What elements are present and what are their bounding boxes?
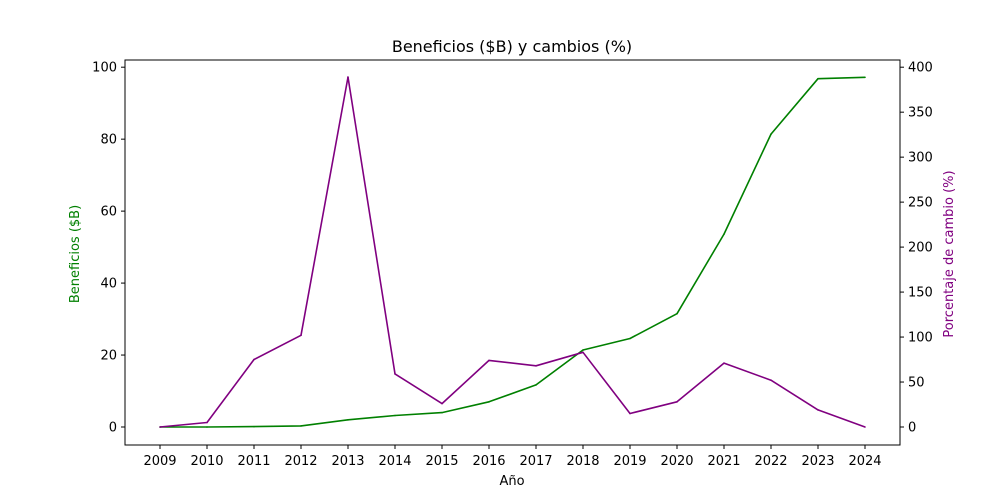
data-point-profits bbox=[347, 419, 349, 421]
series-line-profits bbox=[160, 76, 866, 428]
right-tick-label: 0 bbox=[908, 421, 916, 436]
x-tick-label: 2019 bbox=[613, 454, 646, 469]
data-point-profits bbox=[253, 425, 255, 428]
x-tick-label: 2009 bbox=[143, 454, 176, 469]
left-tick-label: 40 bbox=[100, 277, 117, 292]
x-tick-label: 2021 bbox=[707, 454, 740, 469]
x-tick-label: 2012 bbox=[284, 454, 317, 469]
data-point-percent-change bbox=[253, 358, 255, 361]
data-point-percent-change bbox=[300, 334, 302, 337]
data-point-profits bbox=[770, 133, 772, 135]
right-tick-label: 400 bbox=[908, 61, 933, 76]
left-tick-label: 0 bbox=[109, 421, 117, 436]
x-tick-label: 2023 bbox=[801, 454, 834, 469]
data-point-percent-change bbox=[441, 402, 443, 405]
x-tick-label: 2015 bbox=[425, 454, 458, 469]
x-tick-label: 2022 bbox=[754, 454, 787, 469]
right-tick-label: 300 bbox=[908, 151, 933, 166]
right-tick-label: 350 bbox=[908, 106, 933, 121]
x-tick-label: 2013 bbox=[331, 454, 364, 469]
right-tick-label: 250 bbox=[908, 196, 933, 211]
data-point-percent-change bbox=[676, 401, 678, 403]
x-tick-label: 2017 bbox=[519, 454, 552, 469]
left-tick-label: 100 bbox=[92, 61, 117, 76]
x-axis-label: Año bbox=[499, 474, 524, 489]
series-layer bbox=[159, 76, 866, 428]
x-tick-label: 2024 bbox=[848, 454, 881, 469]
axes-layer: 2009 2010 2011 2012 2013 2014 2015 2016 2017 2018… bbox=[92, 61, 933, 469]
data-point-percent-change bbox=[723, 362, 725, 364]
data-point-percent-change bbox=[864, 426, 866, 428]
right-tick-label: 100 bbox=[908, 331, 933, 346]
right-tick-label: 150 bbox=[908, 286, 933, 301]
data-point-percent-change bbox=[817, 409, 819, 411]
chart-title: Beneficios ($B) y cambios (%) bbox=[392, 37, 632, 56]
data-point-profits bbox=[723, 233, 725, 235]
data-point-profits bbox=[394, 414, 396, 417]
data-point-percent-change bbox=[535, 365, 537, 367]
right-tick-label: 50 bbox=[908, 376, 925, 391]
data-point-percent-change bbox=[159, 426, 161, 428]
data-point-percent-change bbox=[347, 76, 349, 78]
right-axis-label: Porcentaje de cambio (%) bbox=[942, 170, 957, 337]
data-point-percent-change bbox=[629, 412, 631, 415]
series-line-percent-change bbox=[159, 76, 866, 428]
data-point-profits bbox=[206, 426, 208, 428]
plot-frame bbox=[124, 59, 901, 446]
data-point-percent-change bbox=[582, 351, 584, 354]
x-tick-label: 2014 bbox=[378, 454, 411, 469]
data-point-profits bbox=[817, 77, 819, 80]
left-tick-label: 60 bbox=[100, 205, 117, 220]
data-point-profits bbox=[300, 425, 302, 427]
right-tick-label: 200 bbox=[908, 241, 933, 256]
data-point-profits bbox=[629, 337, 631, 340]
x-tick-label: 2020 bbox=[660, 454, 693, 469]
x-tick-label: 2010 bbox=[190, 454, 223, 469]
data-point-profits bbox=[676, 312, 678, 315]
data-point-profits bbox=[535, 384, 537, 386]
data-point-percent-change bbox=[394, 373, 396, 375]
data-point-percent-change bbox=[770, 379, 772, 382]
left-tick-label: 20 bbox=[100, 349, 117, 364]
left-tick-label: 80 bbox=[100, 133, 117, 148]
x-tick-label: 2011 bbox=[237, 454, 270, 469]
data-point-profits bbox=[582, 349, 584, 351]
x-tick-label: 2016 bbox=[472, 454, 505, 469]
data-point-profits bbox=[441, 411, 443, 414]
data-point-profits bbox=[488, 401, 490, 403]
data-point-percent-change bbox=[488, 359, 490, 362]
data-point-profits bbox=[864, 76, 866, 79]
left-axis-label: Beneficios ($B) bbox=[68, 205, 83, 303]
data-point-percent-change bbox=[206, 421, 208, 424]
x-tick-label: 2018 bbox=[566, 454, 599, 469]
